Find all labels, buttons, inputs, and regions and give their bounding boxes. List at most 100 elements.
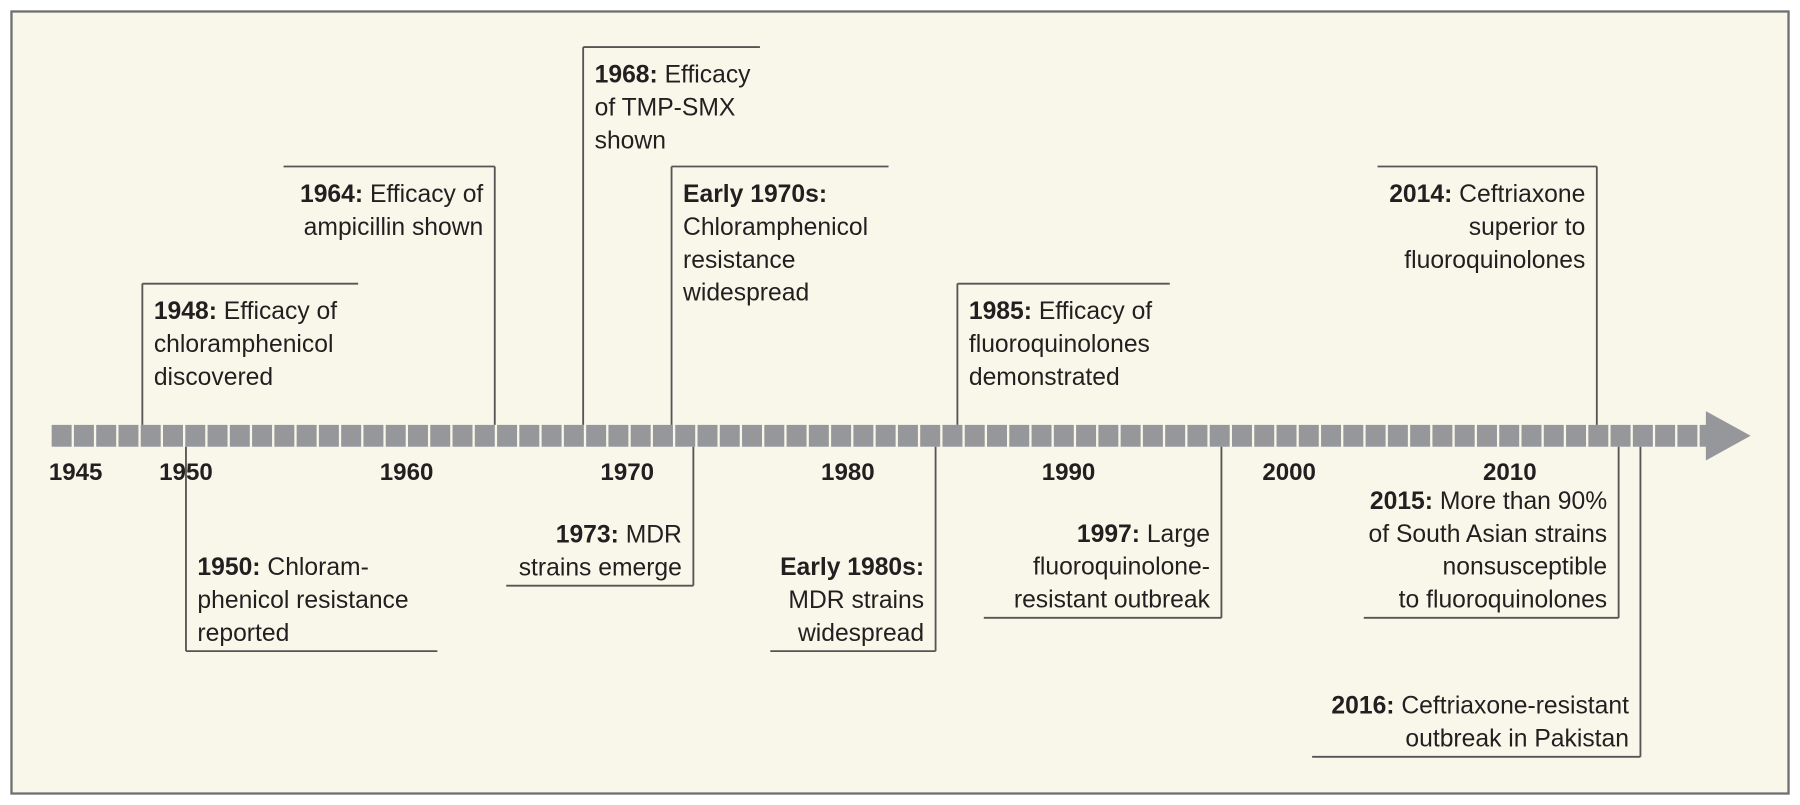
event-1973: 1973: MDR strains emerge	[506, 446, 695, 587]
year-segment	[1632, 424, 1653, 447]
event-line: ampicillin shown	[304, 214, 484, 241]
event-text: 1997: Large fluoroquinolone-resistant out…	[1014, 521, 1211, 614]
event-line: fluoroquinolones	[969, 331, 1150, 358]
year-segment	[1610, 424, 1631, 447]
event-line: Efficacy of	[363, 181, 483, 208]
event-text: 1948: Efficacy of chloramphenicol discover…	[154, 298, 337, 391]
year-segment	[1098, 424, 1119, 447]
year-segment	[808, 424, 829, 447]
year-segment	[1053, 424, 1074, 447]
year-segment	[742, 424, 763, 447]
event-line: of TMP-SMX	[595, 95, 736, 122]
year-axis: 1945 1950 1960 1970 1980 1990 2000 2010	[49, 459, 1537, 486]
event-text: 1968: Efficacy of TMP-SMX shown	[595, 62, 752, 155]
year-segment	[1187, 424, 1208, 447]
event-1948: 1948: Efficacy of chloramphenicol discover…	[141, 282, 359, 425]
event-line: to fluoroquinolones	[1399, 586, 1607, 613]
year-segment	[1276, 424, 1297, 447]
year-segment	[118, 424, 139, 447]
event-year-label: 1950:	[197, 554, 260, 581]
event-2016: 2016: Ceftriaxone-resistant outbreak in P…	[1312, 446, 1642, 758]
event-1983: Early 1980s: MDR strains widespread	[770, 446, 937, 653]
year-segment	[474, 424, 495, 447]
event-line: Efficacy of	[217, 298, 337, 325]
year-tick-label: 1945	[49, 459, 103, 486]
year-segment	[229, 424, 250, 447]
event-text: 2016: Ceftriaxone-resistant outbreak in P…	[1331, 693, 1629, 753]
year-segment	[608, 424, 629, 447]
year-segment	[541, 424, 562, 447]
event-line: Efficacy of	[1032, 298, 1152, 325]
year-segment	[1410, 424, 1431, 447]
event-line: widespread	[682, 280, 809, 307]
year-segment	[185, 424, 206, 447]
year-segment	[697, 424, 718, 447]
event-year-label: 1968:	[595, 62, 658, 89]
event-line: Chloram-	[261, 554, 369, 581]
event-year-label: 1973:	[556, 521, 619, 548]
year-segment	[1343, 424, 1364, 447]
year-segment	[1209, 424, 1230, 447]
year-segment	[675, 424, 696, 447]
year-segment	[1142, 424, 1163, 447]
year-segment	[452, 424, 473, 447]
year-segment	[252, 424, 273, 447]
figure-frame	[10, 10, 1790, 795]
year-segment	[296, 424, 317, 447]
year-segment	[1655, 424, 1676, 447]
year-segment	[96, 424, 117, 447]
year-segment	[497, 424, 518, 447]
year-segment	[719, 424, 740, 447]
year-segment	[1521, 424, 1542, 447]
event-text: 2014: Ceftriaxone superior to fluoroquinol…	[1389, 181, 1585, 274]
event-year-label: 1964:	[300, 181, 363, 208]
year-segment	[341, 424, 362, 447]
year-tick-label: 1980	[821, 459, 875, 486]
year-segment	[875, 424, 896, 447]
year-segment	[51, 424, 72, 447]
event-line: Large	[1140, 521, 1210, 548]
year-segment	[140, 424, 161, 447]
year-segment	[1031, 424, 1052, 447]
year-segment	[1499, 424, 1520, 447]
event-year-label: Early 1980s:	[780, 554, 924, 581]
event-line: outbreak in Pakistan	[1405, 725, 1629, 752]
event-line: MDR strains	[788, 587, 924, 614]
year-segment	[831, 424, 852, 447]
year-segment	[630, 424, 651, 447]
year-segment	[652, 424, 673, 447]
event-line: resistance	[683, 247, 795, 274]
year-segment	[1231, 424, 1252, 447]
year-segment	[964, 424, 985, 447]
event-year-label: 2015:	[1370, 488, 1433, 515]
event-line: of South Asian strains	[1369, 521, 1608, 548]
event-line: Chloramphenicol	[683, 214, 868, 241]
year-segment	[563, 424, 584, 447]
event-line: phenicol resistance	[197, 587, 408, 614]
event-text: Early 1970s: Chloramphenicol resistance wid…	[682, 181, 868, 307]
year-segment	[430, 424, 451, 447]
event-line: MDR	[619, 521, 682, 548]
timeline-bar	[51, 411, 1751, 461]
year-segment	[1165, 424, 1186, 447]
event-1964: 1964: Efficacy of ampicillin shown	[283, 165, 496, 425]
year-segment	[942, 424, 963, 447]
year-segment	[207, 424, 228, 447]
year-segment	[1432, 424, 1453, 447]
year-segment	[764, 424, 785, 447]
event-line: shown	[595, 127, 666, 154]
year-segment	[1476, 424, 1497, 447]
event-year-label: 1997:	[1077, 521, 1140, 548]
event-line: chloramphenicol	[154, 331, 334, 358]
event-line: demonstrated	[969, 364, 1120, 391]
event-line: nonsusceptible	[1443, 554, 1608, 581]
event-1972: Early 1970s: Chloramphenicol resistance wid…	[670, 165, 889, 425]
event-2015: 2015: More than 90% of South Asian strain…	[1363, 446, 1620, 619]
event-year-label: 1985:	[969, 298, 1032, 325]
year-segment	[897, 424, 918, 447]
year-segment	[586, 424, 607, 447]
arrow-head-icon	[1705, 411, 1751, 461]
year-segment	[1076, 424, 1097, 447]
year-segment	[1454, 424, 1475, 447]
